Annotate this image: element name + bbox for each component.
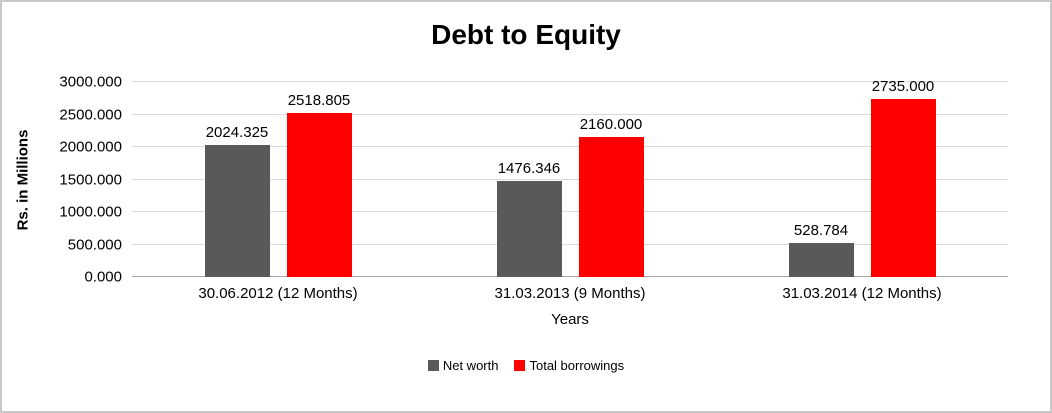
gridline <box>132 146 1008 148</box>
data-label: 2518.805 <box>287 92 351 110</box>
legend-label: Net worth <box>442 358 499 373</box>
y-tick-label: 1500.000 <box>59 171 122 188</box>
data-label: 2024.325 <box>205 124 269 142</box>
y-tick-label: 0.000 <box>84 268 122 286</box>
bar-total-borrowings <box>870 99 936 277</box>
gridline <box>132 243 1008 245</box>
legend-item-total-borrowings: Total borrowings <box>514 358 624 373</box>
y-tick-label: 1000.000 <box>59 203 122 221</box>
x-axis-title: Years <box>551 311 589 328</box>
x-category-label: 31.03.2013 (9 Months) <box>494 285 646 302</box>
bar-total-borrowings <box>286 113 352 277</box>
bar-net-worth <box>496 181 562 277</box>
legend-label: Total borrowings <box>529 358 625 373</box>
bar-net-worth <box>788 242 854 277</box>
y-axis-title-wrap: Rs. in Millions <box>2 82 44 277</box>
data-label: 2735.000 <box>871 78 935 96</box>
bar-group: 2024.325 2518.805 <box>132 82 424 277</box>
y-axis-title: Rs. in Millions <box>14 129 32 230</box>
legend: Net worth Total borrowings <box>2 358 1050 373</box>
bar-cell-total-borrowings: 2160.000 <box>578 82 644 277</box>
bar-total-borrowings <box>578 136 644 277</box>
plot-area: 2024.325 2518.805 1476.346 2160.000 528.784 2… <box>132 78 1008 277</box>
data-label: 1476.346 <box>497 160 561 178</box>
gridline <box>132 178 1008 180</box>
bar-groups: 2024.325 2518.805 1476.346 2160.000 528.784 2… <box>132 78 1008 277</box>
y-tick-label: 3000.000 <box>59 73 122 91</box>
y-tick-label: 500.000 <box>67 236 122 254</box>
legend-swatch <box>514 360 526 371</box>
bar-group: 1476.346 2160.000 <box>424 82 716 277</box>
gridline <box>132 211 1008 213</box>
data-label: 2160.000 <box>579 115 643 133</box>
legend-item-net-worth: Net worth <box>427 358 499 373</box>
legend-swatch <box>427 360 439 371</box>
y-tick-label: 2000.000 <box>59 138 122 156</box>
bar-cell-total-borrowings: 2518.805 <box>286 82 352 277</box>
data-label: 528.784 <box>793 221 849 239</box>
y-tick-label: 2500.000 <box>59 106 122 123</box>
gridline <box>132 113 1008 115</box>
bar-cell-total-borrowings: 2735.000 <box>870 78 936 277</box>
chart-body: Rs. in Millions 3000.000 2500.000 2000.000… <box>2 75 1050 285</box>
bar-cell-net-worth: 1476.346 <box>496 82 562 277</box>
bar-group: 528.784 2735.000 <box>716 78 1008 277</box>
x-axis-labels: 30.06.2012 (12 Months) 31.03.2013 (9 Mont… <box>132 285 1008 302</box>
bar-cell-net-worth: 528.784 <box>788 82 854 277</box>
y-axis-ticks: 3000.000 2500.000 2000.000 1500.000 1000.000… <box>44 75 132 285</box>
chart-title: Debt to Equity <box>431 19 621 50</box>
x-axis-line <box>132 276 1008 277</box>
x-category-label: 30.06.2012 (12 Months) <box>198 285 358 302</box>
x-category-label: 31.03.2014 (12 Months) <box>782 285 942 302</box>
gridline <box>132 81 1008 82</box>
bar-cell-net-worth: 2024.325 <box>204 82 270 277</box>
bar-net-worth <box>204 145 270 277</box>
